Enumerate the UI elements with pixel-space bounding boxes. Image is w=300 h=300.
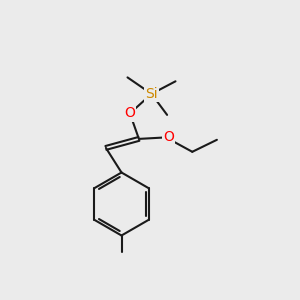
Text: O: O (124, 106, 135, 120)
Text: Si: Si (145, 87, 158, 101)
Text: O: O (163, 130, 174, 144)
